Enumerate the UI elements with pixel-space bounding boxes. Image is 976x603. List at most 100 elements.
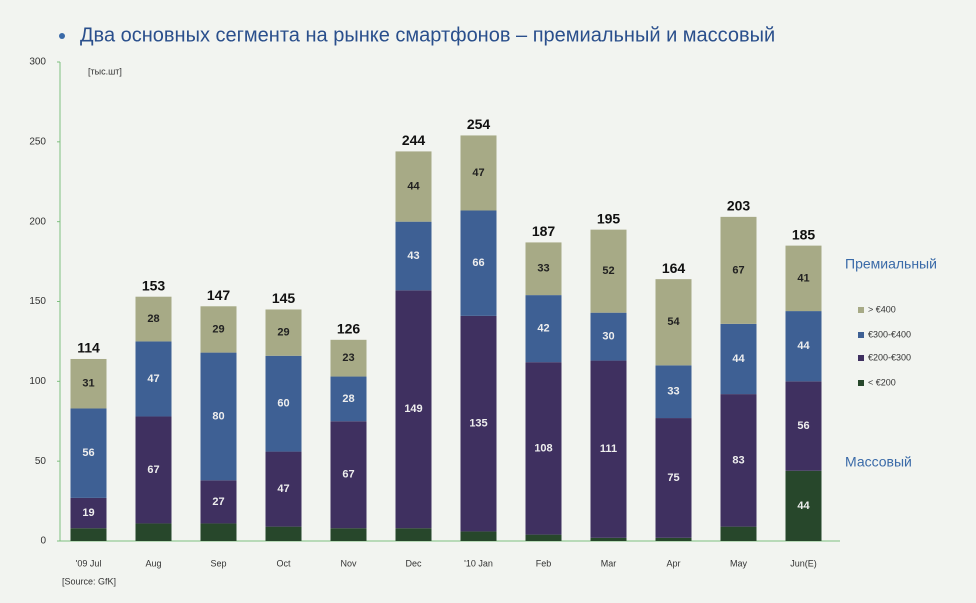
legend-label: > €400 bbox=[868, 304, 896, 314]
segment-value: 44 bbox=[732, 353, 745, 365]
bar-segment bbox=[265, 309, 302, 356]
bar-segment bbox=[460, 315, 497, 532]
segment-value: 54 bbox=[667, 316, 680, 328]
segment-value: 149 bbox=[404, 403, 422, 415]
source: [Source: GfK] bbox=[62, 576, 116, 586]
bar-segment bbox=[70, 528, 107, 541]
x-tick-label: Oct bbox=[276, 558, 291, 568]
x-tick-label: '09 Jul bbox=[76, 558, 102, 568]
segment-value: 44 bbox=[407, 180, 420, 192]
segment-value: 67 bbox=[732, 264, 744, 276]
bar-segment bbox=[720, 526, 757, 541]
x-tick-label: Feb bbox=[536, 558, 552, 568]
bar-segment bbox=[330, 528, 367, 541]
bar-segment bbox=[720, 394, 757, 527]
bar-segment bbox=[265, 451, 302, 527]
segment-value: 44 bbox=[797, 340, 810, 352]
total-label: 244 bbox=[402, 132, 426, 148]
segment-value: 52 bbox=[602, 265, 614, 277]
bar-segment bbox=[265, 355, 302, 452]
segment-value: 60 bbox=[277, 398, 289, 410]
bar-segment bbox=[525, 242, 562, 296]
segment-value: 43 bbox=[407, 250, 419, 262]
bar-segment bbox=[655, 365, 692, 419]
segment-value: 19 bbox=[82, 507, 94, 519]
segment-label: Массовый bbox=[845, 454, 912, 470]
y-tick-label: 300 bbox=[29, 57, 46, 68]
bar-segment bbox=[70, 408, 107, 498]
total-label: 195 bbox=[597, 210, 621, 226]
bar-segment bbox=[785, 311, 822, 382]
bar-segment bbox=[590, 537, 627, 541]
segment-value: 108 bbox=[534, 442, 552, 454]
bar-segment bbox=[525, 534, 562, 541]
bar-segment bbox=[200, 306, 237, 353]
segment-value: 66 bbox=[472, 257, 484, 269]
total-label: 114 bbox=[77, 340, 100, 356]
bar-segment bbox=[655, 279, 692, 366]
legend-swatch bbox=[858, 380, 864, 386]
bar-segment bbox=[135, 416, 172, 524]
segment-value: 44 bbox=[797, 500, 810, 512]
x-tick-label: Mar bbox=[601, 558, 617, 568]
legend-label: < €200 bbox=[868, 377, 896, 387]
segment-value: 42 bbox=[537, 323, 549, 335]
x-tick-label: Aug bbox=[145, 558, 161, 568]
x-tick-label: Apr bbox=[666, 558, 680, 568]
total-label: 203 bbox=[727, 198, 751, 214]
bar-segment bbox=[655, 537, 692, 541]
bar-segment bbox=[785, 245, 822, 312]
bar-segment bbox=[395, 151, 432, 222]
segment-value: 67 bbox=[342, 469, 354, 481]
y-tick-label: 50 bbox=[35, 456, 47, 467]
bar-segment bbox=[135, 523, 172, 541]
bar-segment bbox=[395, 221, 432, 291]
bar-segment bbox=[525, 295, 562, 363]
bar-segment bbox=[460, 210, 497, 316]
x-tick-label: Dec bbox=[405, 558, 422, 568]
chart-title: Два основных сегмента на рынке смартфоно… bbox=[80, 24, 775, 46]
x-tick-label: '10 Jan bbox=[464, 558, 493, 568]
total-label: 126 bbox=[337, 321, 361, 337]
bar-segment bbox=[720, 323, 757, 395]
bar-segment bbox=[590, 312, 627, 361]
segment-value: 111 bbox=[600, 443, 617, 455]
bullet bbox=[59, 33, 65, 39]
y-tick-label: 200 bbox=[29, 216, 46, 227]
bar-segment bbox=[330, 376, 367, 422]
bar-segment bbox=[655, 418, 692, 538]
segment-value: 80 bbox=[212, 410, 224, 422]
legend-label: €200-€300 bbox=[868, 352, 911, 362]
segment-value: 33 bbox=[537, 263, 549, 275]
bar-segment bbox=[525, 362, 562, 535]
bar-segment bbox=[720, 216, 757, 324]
bar-segment bbox=[395, 528, 432, 541]
total-label: 187 bbox=[532, 223, 556, 239]
segment-value: 30 bbox=[602, 331, 614, 343]
x-tick-label: Sep bbox=[210, 558, 226, 568]
legend-swatch bbox=[858, 332, 864, 338]
x-tick-label: May bbox=[730, 558, 748, 568]
bar-segment bbox=[70, 358, 107, 409]
bar-segment bbox=[395, 290, 432, 529]
segment-value: 47 bbox=[472, 167, 484, 179]
segment-value: 47 bbox=[277, 483, 289, 495]
segment-label: Премиальный bbox=[845, 256, 937, 272]
legend-swatch bbox=[858, 355, 864, 361]
segment-value: 67 bbox=[147, 464, 159, 476]
total-label: 153 bbox=[142, 277, 166, 293]
segment-value: 29 bbox=[277, 327, 289, 339]
segment-value: 83 bbox=[732, 454, 744, 466]
segment-value: 28 bbox=[342, 393, 354, 405]
segment-value: 23 bbox=[342, 352, 354, 364]
y-tick-label: 0 bbox=[40, 536, 46, 547]
segment-value: 31 bbox=[82, 378, 94, 390]
segment-value: 75 bbox=[667, 472, 679, 484]
total-label: 147 bbox=[207, 287, 231, 303]
bar-segment bbox=[460, 531, 497, 541]
bar-segment bbox=[265, 526, 302, 541]
segment-value: 33 bbox=[667, 386, 679, 398]
segment-value: 27 bbox=[212, 496, 224, 508]
segment-value: 135 bbox=[469, 418, 487, 430]
